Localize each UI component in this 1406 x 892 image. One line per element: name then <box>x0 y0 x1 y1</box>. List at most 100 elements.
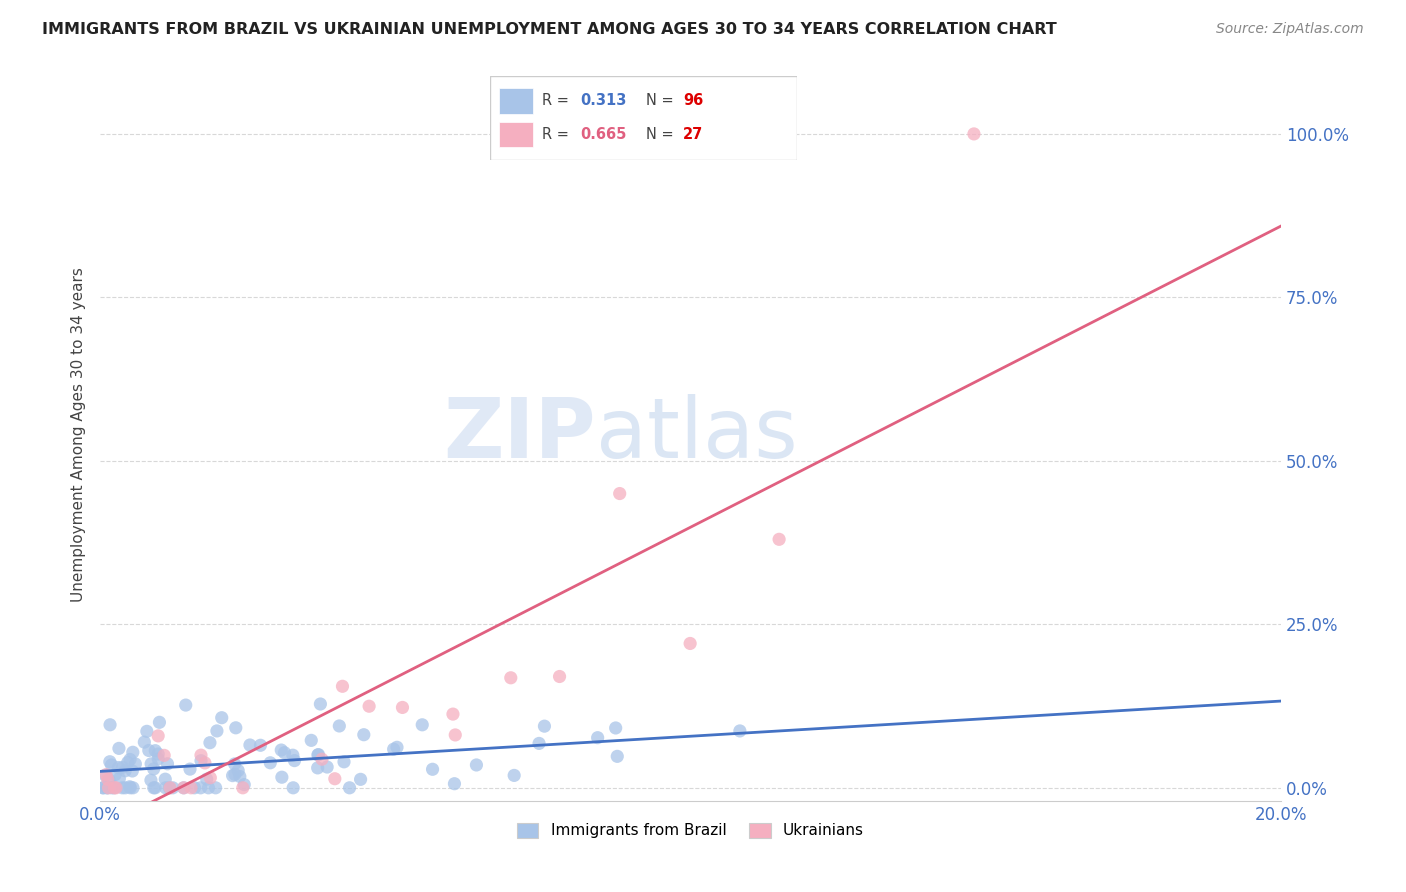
Point <box>146 729 169 743</box>
Point <box>118 780 141 794</box>
Point <box>527 736 550 750</box>
Point <box>190 754 212 768</box>
Point <box>283 780 305 795</box>
Point <box>226 764 249 778</box>
Point <box>239 738 262 752</box>
Point <box>441 707 464 722</box>
Text: Source: ZipAtlas.com: Source: ZipAtlas.com <box>1216 22 1364 37</box>
Point <box>108 772 131 786</box>
Point <box>259 756 281 770</box>
Point <box>139 773 162 788</box>
Point <box>107 760 129 774</box>
Point <box>204 780 226 795</box>
Point <box>198 736 221 750</box>
Point <box>194 756 217 770</box>
Point <box>232 780 254 795</box>
Point <box>332 679 354 693</box>
Point <box>548 669 571 683</box>
Point <box>225 721 247 735</box>
Point <box>190 780 212 795</box>
Point <box>349 772 371 787</box>
Point <box>96 780 118 795</box>
Point <box>121 764 143 778</box>
Point <box>148 715 170 730</box>
Point <box>183 780 205 795</box>
Point <box>728 723 751 738</box>
Point <box>270 770 292 784</box>
Point <box>148 747 170 761</box>
Point <box>157 780 180 795</box>
Point <box>103 780 125 795</box>
Point <box>609 486 631 500</box>
Point <box>103 780 125 795</box>
Point <box>768 533 790 547</box>
Point <box>139 756 162 771</box>
Point <box>142 780 165 795</box>
Point <box>122 780 145 795</box>
Point <box>97 772 120 787</box>
Point <box>281 748 304 763</box>
Point <box>963 127 986 141</box>
Text: atlas: atlas <box>596 394 797 475</box>
Point <box>118 752 141 766</box>
Point <box>311 752 333 766</box>
Point <box>121 745 143 759</box>
Point <box>270 743 292 757</box>
Point <box>114 780 136 795</box>
Point <box>100 758 122 772</box>
Point <box>179 762 201 776</box>
Legend: Immigrants from Brazil, Ukrainians: Immigrants from Brazil, Ukrainians <box>510 817 870 845</box>
Point <box>443 777 465 791</box>
Point <box>444 728 467 742</box>
Point <box>190 748 212 763</box>
Point <box>174 698 197 712</box>
Point <box>211 711 233 725</box>
Point <box>205 723 228 738</box>
Point <box>111 760 134 774</box>
Point <box>359 699 381 714</box>
Point <box>273 746 295 760</box>
Point <box>353 728 375 742</box>
Point <box>143 780 166 795</box>
Point <box>249 739 271 753</box>
Point <box>195 772 218 787</box>
Point <box>98 718 121 732</box>
Point <box>94 768 117 782</box>
Point <box>91 780 114 795</box>
Point <box>96 780 118 795</box>
Point <box>108 741 131 756</box>
Point <box>111 780 134 795</box>
Point <box>229 769 252 783</box>
Point <box>299 733 322 747</box>
Point <box>173 780 195 795</box>
Point <box>679 636 702 650</box>
Point <box>316 760 339 774</box>
Point <box>173 780 195 795</box>
Point <box>142 762 165 776</box>
Point <box>586 731 609 745</box>
Point <box>156 756 179 771</box>
Point <box>224 756 246 771</box>
Point <box>94 767 117 781</box>
Point <box>307 761 329 775</box>
Point <box>148 752 170 766</box>
Text: IMMIGRANTS FROM BRAZIL VS UKRAINIAN UNEMPLOYMENT AMONG AGES 30 TO 34 YEARS CORRE: IMMIGRANTS FROM BRAZIL VS UKRAINIAN UNEM… <box>42 22 1057 37</box>
Point <box>499 671 522 685</box>
Point <box>153 748 176 763</box>
Point <box>221 769 243 783</box>
Point <box>117 756 139 770</box>
Point <box>197 780 219 795</box>
Point <box>200 771 222 785</box>
Point <box>155 780 177 795</box>
Point <box>155 772 177 787</box>
Point <box>308 747 330 762</box>
Point <box>533 719 555 733</box>
Point <box>159 780 181 795</box>
Point <box>134 735 156 749</box>
Point <box>180 780 202 795</box>
Point <box>124 756 146 771</box>
Point <box>233 778 256 792</box>
Point <box>98 755 121 769</box>
Point <box>100 780 122 795</box>
Point <box>97 772 120 787</box>
